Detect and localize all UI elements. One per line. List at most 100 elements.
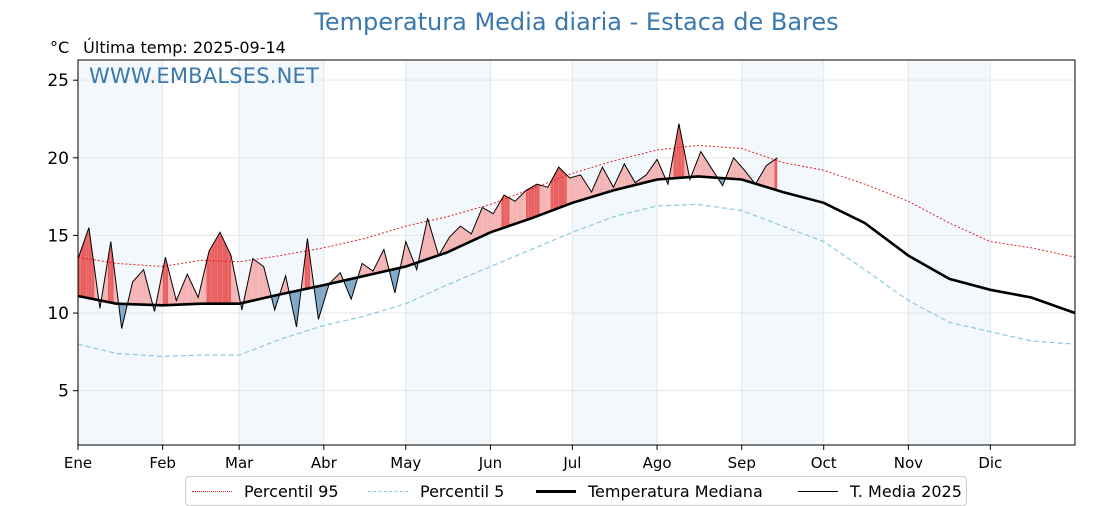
fill-above-median <box>258 262 261 300</box>
fill-above-median <box>736 160 739 180</box>
x-tick-label: Ene <box>64 454 92 472</box>
fill-above-median <box>553 172 556 211</box>
x-tick-label: Ago <box>643 454 672 472</box>
fill-above-median <box>138 272 141 305</box>
fill-above-median <box>261 264 264 299</box>
fill-below-median <box>293 290 297 327</box>
fill-above-median <box>758 174 761 186</box>
fill-above-median <box>214 237 218 304</box>
fill-above-median <box>766 163 770 188</box>
x-tick-label: Jul <box>562 454 581 472</box>
y-tick-label: 25 <box>47 71 69 91</box>
fill-above-median <box>495 204 499 231</box>
fill-above-median <box>113 263 117 304</box>
x-tick-label: Sep <box>728 454 756 472</box>
series-line-mediana <box>77 175 1076 315</box>
fill-above-median <box>220 232 223 304</box>
fill-above-median <box>629 173 633 187</box>
fill-above-median <box>460 226 464 247</box>
fill-above-median <box>616 175 619 190</box>
fill-above-median <box>452 231 455 250</box>
fill-above-median <box>607 177 611 193</box>
fill-above-median <box>222 238 226 304</box>
legend-label-p5: Percentil 5 <box>420 481 505 501</box>
fill-above-median <box>651 163 655 181</box>
fill-above-median <box>523 190 526 222</box>
unit-label: °C <box>50 38 70 57</box>
x-tick-label: May <box>390 454 421 472</box>
fill-above-median <box>490 212 494 233</box>
fill-below-median <box>351 278 354 300</box>
fill-above-median <box>526 188 529 221</box>
fill-above-median <box>599 167 603 195</box>
fill-below-median <box>318 285 322 320</box>
fill-above-median <box>564 172 567 206</box>
fill-above-median <box>233 269 237 304</box>
fill-above-median <box>583 179 587 200</box>
fill-above-median <box>86 227 89 299</box>
fill-above-median <box>383 249 387 272</box>
fill-above-median <box>501 195 505 229</box>
fill-above-median <box>403 241 406 268</box>
fill-above-median <box>700 151 704 177</box>
fill-above-median <box>703 155 707 177</box>
fill-above-median <box>146 280 149 305</box>
x-tick-label: Jun <box>478 454 502 472</box>
fill-below-median <box>321 285 324 311</box>
month-band <box>572 60 658 445</box>
fill-above-median <box>252 258 256 301</box>
series-lines <box>77 123 1076 358</box>
fill-above-median <box>444 241 447 254</box>
chart-subtitle: °C Última temp: 2025-09-14 <box>50 38 300 57</box>
fill-above-median <box>747 173 750 182</box>
fill-above-median <box>739 164 742 180</box>
fill-above-median <box>132 278 136 305</box>
fill-above-median <box>771 159 775 190</box>
fill-above-median <box>572 176 576 203</box>
legend-item-median: Temperatura Mediana <box>536 481 763 501</box>
fill-above-median <box>493 209 496 232</box>
fill-above-median <box>80 243 84 298</box>
fill-above-median <box>266 277 270 298</box>
fill-above-median <box>769 161 772 189</box>
fill-above-median <box>498 199 502 230</box>
legend-label-median: Temperatura Mediana <box>588 481 763 501</box>
fill-above-median <box>588 187 592 198</box>
fill-above-median <box>504 195 507 228</box>
fill-above-median <box>580 174 584 201</box>
fill-above-median <box>255 260 259 300</box>
fill-above-median <box>561 169 565 207</box>
legend-swatch-p95 <box>192 490 232 492</box>
fill-above-median <box>105 258 108 303</box>
fill-above-median <box>602 167 606 194</box>
fill-above-median <box>706 160 709 178</box>
fill-above-median <box>362 263 365 277</box>
fill-above-median <box>487 210 491 234</box>
fill-above-median <box>206 250 210 304</box>
x-tick-label: Mar <box>225 454 254 472</box>
fill-above-median <box>427 218 431 259</box>
legend-swatch-p5 <box>368 490 408 492</box>
fill-above-median <box>468 231 472 243</box>
month-band <box>741 60 824 445</box>
fill-above-median <box>209 246 212 304</box>
fill-above-median <box>408 248 412 266</box>
fill-above-median <box>375 260 379 274</box>
fill-above-median <box>728 164 731 179</box>
fill-above-median <box>605 172 608 193</box>
fill-above-median <box>228 249 231 304</box>
fill-above-median <box>575 175 578 202</box>
fill-above-median <box>129 282 133 305</box>
y-tick-label: 20 <box>47 149 69 169</box>
fill-above-median <box>659 165 663 180</box>
fill-above-median <box>684 151 688 178</box>
fill-above-median <box>539 185 543 216</box>
fill-above-median <box>211 241 215 304</box>
fill-above-median <box>449 234 453 252</box>
fill-above-median <box>78 250 81 297</box>
fill-above-median <box>474 220 477 240</box>
fill-above-median <box>170 278 174 305</box>
fill-above-median <box>556 167 559 209</box>
fill-above-median <box>542 185 546 215</box>
watermark: WWW.EMBALSES.NET <box>89 64 320 88</box>
